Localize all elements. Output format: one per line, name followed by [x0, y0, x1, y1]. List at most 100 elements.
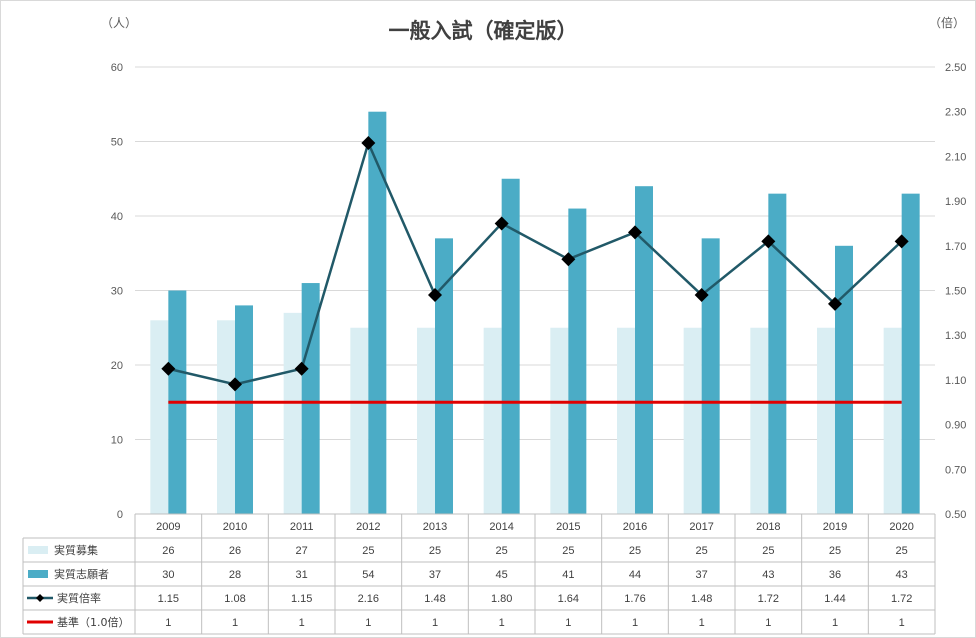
data-label: 54 [362, 569, 374, 581]
data-label: 1.64 [558, 593, 579, 605]
data-label: 25 [896, 545, 908, 557]
right-tick-label: 1.30 [945, 330, 966, 342]
right-tick-label: 0.50 [945, 509, 966, 521]
data-label: 36 [829, 569, 841, 581]
category-label: 2014 [489, 521, 513, 533]
bar-recruit [483, 327, 502, 514]
ratio-marker [361, 135, 376, 150]
category-label: 2013 [423, 521, 447, 533]
data-label: 37 [696, 569, 708, 581]
ratio-line [168, 139, 903, 386]
bar-applicants [301, 283, 320, 514]
bar-recruit [750, 327, 769, 514]
data-label: 1 [832, 617, 838, 629]
data-label: 1 [499, 617, 505, 629]
left-tick-label: 20 [111, 360, 123, 372]
data-label: 1.72 [891, 593, 912, 605]
bar-applicants [435, 238, 453, 514]
category-label: 2010 [223, 521, 247, 533]
data-label: 26 [229, 545, 241, 557]
data-label: 43 [762, 569, 774, 581]
ratio-marker [428, 287, 442, 302]
chart-title: 一般入試（確定版） [389, 19, 578, 43]
data-label: 1 [632, 617, 638, 629]
bar-recruit [683, 327, 702, 514]
bar-applicants [501, 178, 520, 514]
right-tick-label: 1.10 [945, 375, 966, 387]
data-label: 1 [432, 617, 438, 629]
data-label: 25 [496, 545, 508, 557]
ratio-marker [228, 377, 242, 392]
right-tick-label: 1.70 [945, 241, 966, 253]
data-label: 1.48 [424, 593, 445, 605]
data-label: 1 [299, 617, 305, 629]
right-axis-ticks: 0.50 0.70 0.90 1.10 1.30 1.50 1.70 1.90 2.10 2.30… [945, 62, 966, 521]
right-tick-label: 1.90 [945, 196, 966, 208]
category-label: 2015 [556, 521, 580, 533]
data-label: 1.48 [691, 593, 712, 605]
bar-applicants [901, 193, 920, 514]
data-label: 25 [762, 545, 774, 557]
data-table: 2009 2010 2011 2012 2013 2014 2015 2016 2017 2018… [22, 513, 936, 635]
bar-recruit [150, 320, 169, 514]
data-label: 30 [162, 569, 174, 581]
data-label: 41 [562, 569, 574, 581]
bar-applicants [568, 208, 587, 515]
right-tick-label: 2.50 [945, 62, 966, 74]
data-label: 25 [562, 545, 574, 557]
series-name: 実質倍率 [57, 591, 101, 605]
category-label: 2019 [823, 521, 847, 533]
bar-recruit [550, 327, 569, 514]
category-label: 2020 [889, 521, 913, 533]
data-label: 2.16 [358, 593, 379, 605]
bar-recruit [217, 320, 235, 514]
bar-applicants [701, 238, 720, 514]
data-label: 31 [296, 569, 308, 581]
data-label: 27 [296, 545, 308, 557]
category-label: 2017 [689, 521, 713, 533]
data-label: 1 [765, 617, 771, 629]
data-label: 1.15 [291, 593, 312, 605]
gridlines [135, 66, 935, 515]
bar-recruit [883, 327, 902, 514]
data-label: 1 [365, 617, 371, 629]
ratio-marker [161, 361, 176, 376]
line-series [161, 135, 909, 404]
right-tick-label: 0.70 [945, 464, 966, 476]
bar-applicants [368, 111, 387, 514]
right-tick-label: 2.30 [945, 107, 966, 119]
data-label: 1.44 [824, 593, 845, 605]
ratio-marker [494, 216, 509, 231]
data-label: 1.80 [491, 593, 512, 605]
right-tick-label: 2.10 [945, 151, 966, 163]
data-label: 28 [229, 569, 241, 581]
ratio-marker [294, 361, 309, 376]
bar-applicants [635, 186, 653, 514]
data-label: 25 [696, 545, 708, 557]
data-label: 1.15 [158, 593, 179, 605]
category-label: 2016 [623, 521, 647, 533]
ratio-marker [561, 252, 576, 267]
bar-applicants [835, 245, 853, 515]
data-label: 25 [429, 545, 441, 557]
data-label: 44 [629, 569, 641, 581]
bar-series [150, 111, 920, 515]
series-name: 基準（1.0倍） [57, 615, 130, 629]
series-name: 実質志願者 [54, 567, 109, 581]
right-axis-unit: （倍） [929, 15, 965, 30]
data-label: 25 [829, 545, 841, 557]
series-name: 実質募集 [54, 543, 98, 557]
left-tick-label: 40 [111, 211, 123, 223]
ratio-marker [828, 296, 842, 311]
data-label: 1 [699, 617, 705, 629]
data-label: 37 [429, 569, 441, 581]
category-label: 2012 [356, 521, 380, 533]
left-tick-label: 30 [111, 286, 123, 298]
data-label: 26 [162, 545, 174, 557]
left-tick-label: 50 [111, 137, 123, 149]
category-label: 2009 [156, 521, 180, 533]
data-label: 1.08 [224, 593, 245, 605]
data-label: 1.76 [624, 593, 645, 605]
